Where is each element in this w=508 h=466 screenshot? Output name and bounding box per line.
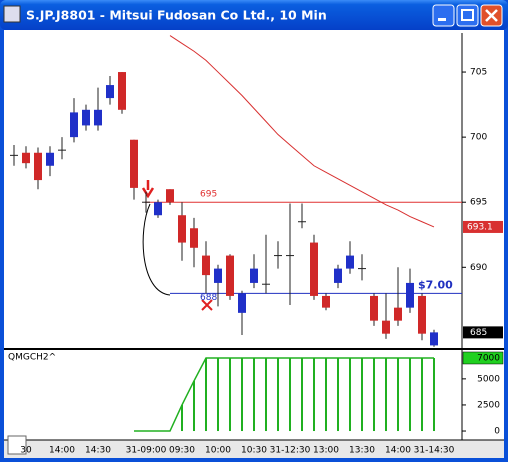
title-bar <box>0 0 508 30</box>
level-label: 688 <box>200 293 217 303</box>
x-tick-label: 31-12:30 <box>270 446 311 456</box>
candle-body <box>154 202 162 216</box>
candle-body <box>370 295 378 321</box>
candle-body <box>418 295 426 334</box>
ma-value-box <box>463 220 503 233</box>
candle-body <box>106 85 114 99</box>
connector-arc <box>142 203 171 296</box>
candle-body <box>166 189 174 203</box>
candle-body <box>334 268 342 283</box>
candle-body <box>94 109 102 126</box>
x-tick-label: 10:30 <box>241 446 267 456</box>
y-tick-label: 2500 <box>477 400 500 410</box>
exit-marker <box>201 299 213 311</box>
y-tick-label: 5000 <box>477 374 500 384</box>
candle-body <box>178 215 186 243</box>
candle-body <box>226 255 234 296</box>
candle-body <box>394 307 402 321</box>
candle-body <box>238 293 246 313</box>
x-tick-label: 31-14:30 <box>414 446 455 456</box>
candle-body <box>250 268 258 283</box>
annotation: $7.00 <box>418 278 453 291</box>
candle-body <box>130 139 138 188</box>
indicator-value-box <box>462 351 504 365</box>
app-icon <box>3 5 21 23</box>
window-title: S.JP.J8801 - Mitsui Fudosan Co Ltd., 10 … <box>26 8 327 23</box>
x-tick-label: 31-09:00 <box>126 446 167 456</box>
candle-body <box>22 152 30 164</box>
moving-average <box>169 35 435 228</box>
candle-body <box>310 242 318 296</box>
x-tick-label: 13:00 <box>313 446 339 456</box>
indicator-name: QMGCH2^ <box>8 353 56 363</box>
last-price-box <box>463 326 503 339</box>
corner-box[interactable] <box>7 435 27 455</box>
signal-arrow <box>141 180 155 199</box>
candle-body <box>382 320 390 334</box>
maximize-button[interactable] <box>456 4 479 27</box>
level-label: 695 <box>200 190 217 200</box>
candle-body <box>118 72 126 110</box>
x-tick-label: 09:30 <box>169 446 195 456</box>
candle-body <box>406 282 414 308</box>
y-tick-label: 695 <box>470 198 487 208</box>
candle-body <box>430 332 438 346</box>
candle-body <box>34 152 42 181</box>
candle-body <box>214 268 222 283</box>
candle-body <box>82 109 90 126</box>
x-tick-label: 14:00 <box>385 446 411 456</box>
y-tick-label: 690 <box>470 263 487 273</box>
x-tick-label: 14:00 <box>49 446 75 456</box>
minimize-button[interactable] <box>432 4 455 27</box>
indicator-value-label: 7000 <box>477 353 500 363</box>
y-tick-label: 700 <box>470 133 487 143</box>
plot <box>10 35 462 347</box>
last-price-label: 685 <box>470 328 487 338</box>
time-axis-area <box>4 440 504 458</box>
x-tick-label: 13:30 <box>349 446 375 456</box>
candle-body <box>322 295 330 308</box>
close-button[interactable] <box>480 4 503 27</box>
ma-value-label: 693.1 <box>467 222 493 232</box>
candle-body <box>70 112 78 138</box>
y-tick-label: 0 <box>494 427 500 437</box>
x-tick-label: 10:00 <box>205 446 231 456</box>
x-tick-label: 30 <box>20 446 32 456</box>
y-tick-label: 705 <box>470 68 487 78</box>
candle-body <box>46 152 54 166</box>
x-tick-label: 14:30 <box>85 446 111 456</box>
candle-body <box>202 255 210 276</box>
indicator-line <box>134 357 434 432</box>
candle-body <box>190 228 198 248</box>
candle-body <box>346 255 354 269</box>
